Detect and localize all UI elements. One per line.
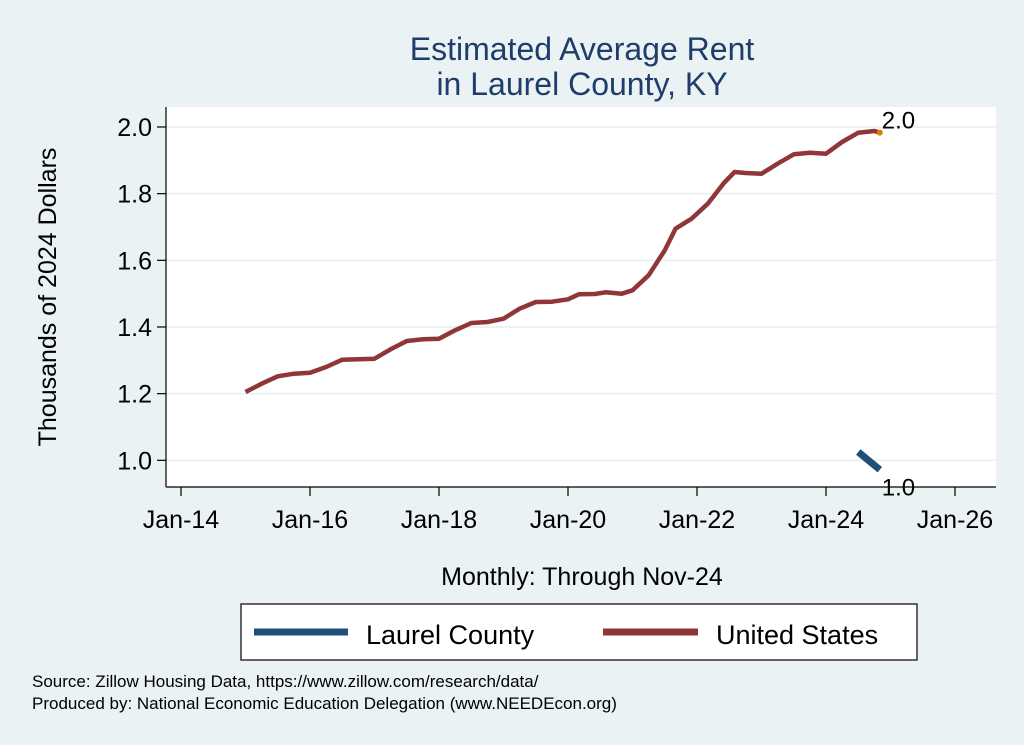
x-axis-label: Monthly: Through Nov-24 — [441, 563, 723, 591]
series-line-laurel-county — [856, 449, 883, 473]
chart-title-line-2: in Laurel County, KY — [436, 66, 727, 102]
x-tick-label: Jan-16 — [272, 506, 348, 534]
y-tick-label: 1.8 — [117, 181, 152, 209]
x-tick-label: Jan-26 — [917, 506, 993, 534]
y-tick-label: 1.4 — [117, 314, 152, 342]
y-axis-label: Thousands of 2024 Dollars — [34, 148, 62, 447]
chart-title-line-1: Estimated Average Rent — [410, 31, 755, 67]
y-tick-label: 2.0 — [117, 114, 152, 142]
x-tick-label: Jan-20 — [530, 506, 606, 534]
series-line-united-states — [244, 128, 881, 394]
y-axis: 1.0 1.2 1.4 1.6 1.8 2.0 — [117, 107, 167, 487]
x-tick-label: Jan-24 — [788, 506, 865, 534]
x-tick-label: Jan-22 — [659, 506, 735, 534]
x-axis: Jan-14 Jan-16 Jan-18 Jan-20 Jan-22 Jan-24 Jan-… — [143, 486, 996, 534]
series-end-label-laurel-county: 1.0 — [882, 475, 915, 502]
gridlines — [166, 126, 996, 462]
series-lines: 1.0 2.0 — [244, 108, 915, 502]
x-tick-label: Jan-14 — [143, 506, 220, 534]
y-tick-label: 1.2 — [117, 381, 152, 409]
source-note: Source: Zillow Housing Data, https://www… — [32, 672, 539, 691]
plot-area — [166, 107, 996, 487]
x-tick-label: Jan-18 — [401, 506, 477, 534]
legend-box — [240, 603, 918, 661]
series-end-label-united-states: 2.0 — [882, 108, 915, 135]
legend: Laurel County United States — [240, 603, 918, 661]
y-tick-label: 1.0 — [117, 447, 152, 475]
y-tick-label: 1.6 — [117, 247, 152, 275]
legend-label-united-states: United States — [716, 620, 878, 650]
chart-title: Estimated Average Rent in Laurel County,… — [410, 31, 755, 102]
legend-label-laurel-county: Laurel County — [366, 620, 535, 650]
producer-note: Produced by: National Economic Education… — [32, 694, 617, 713]
series-end-marker-united-states — [876, 129, 883, 136]
